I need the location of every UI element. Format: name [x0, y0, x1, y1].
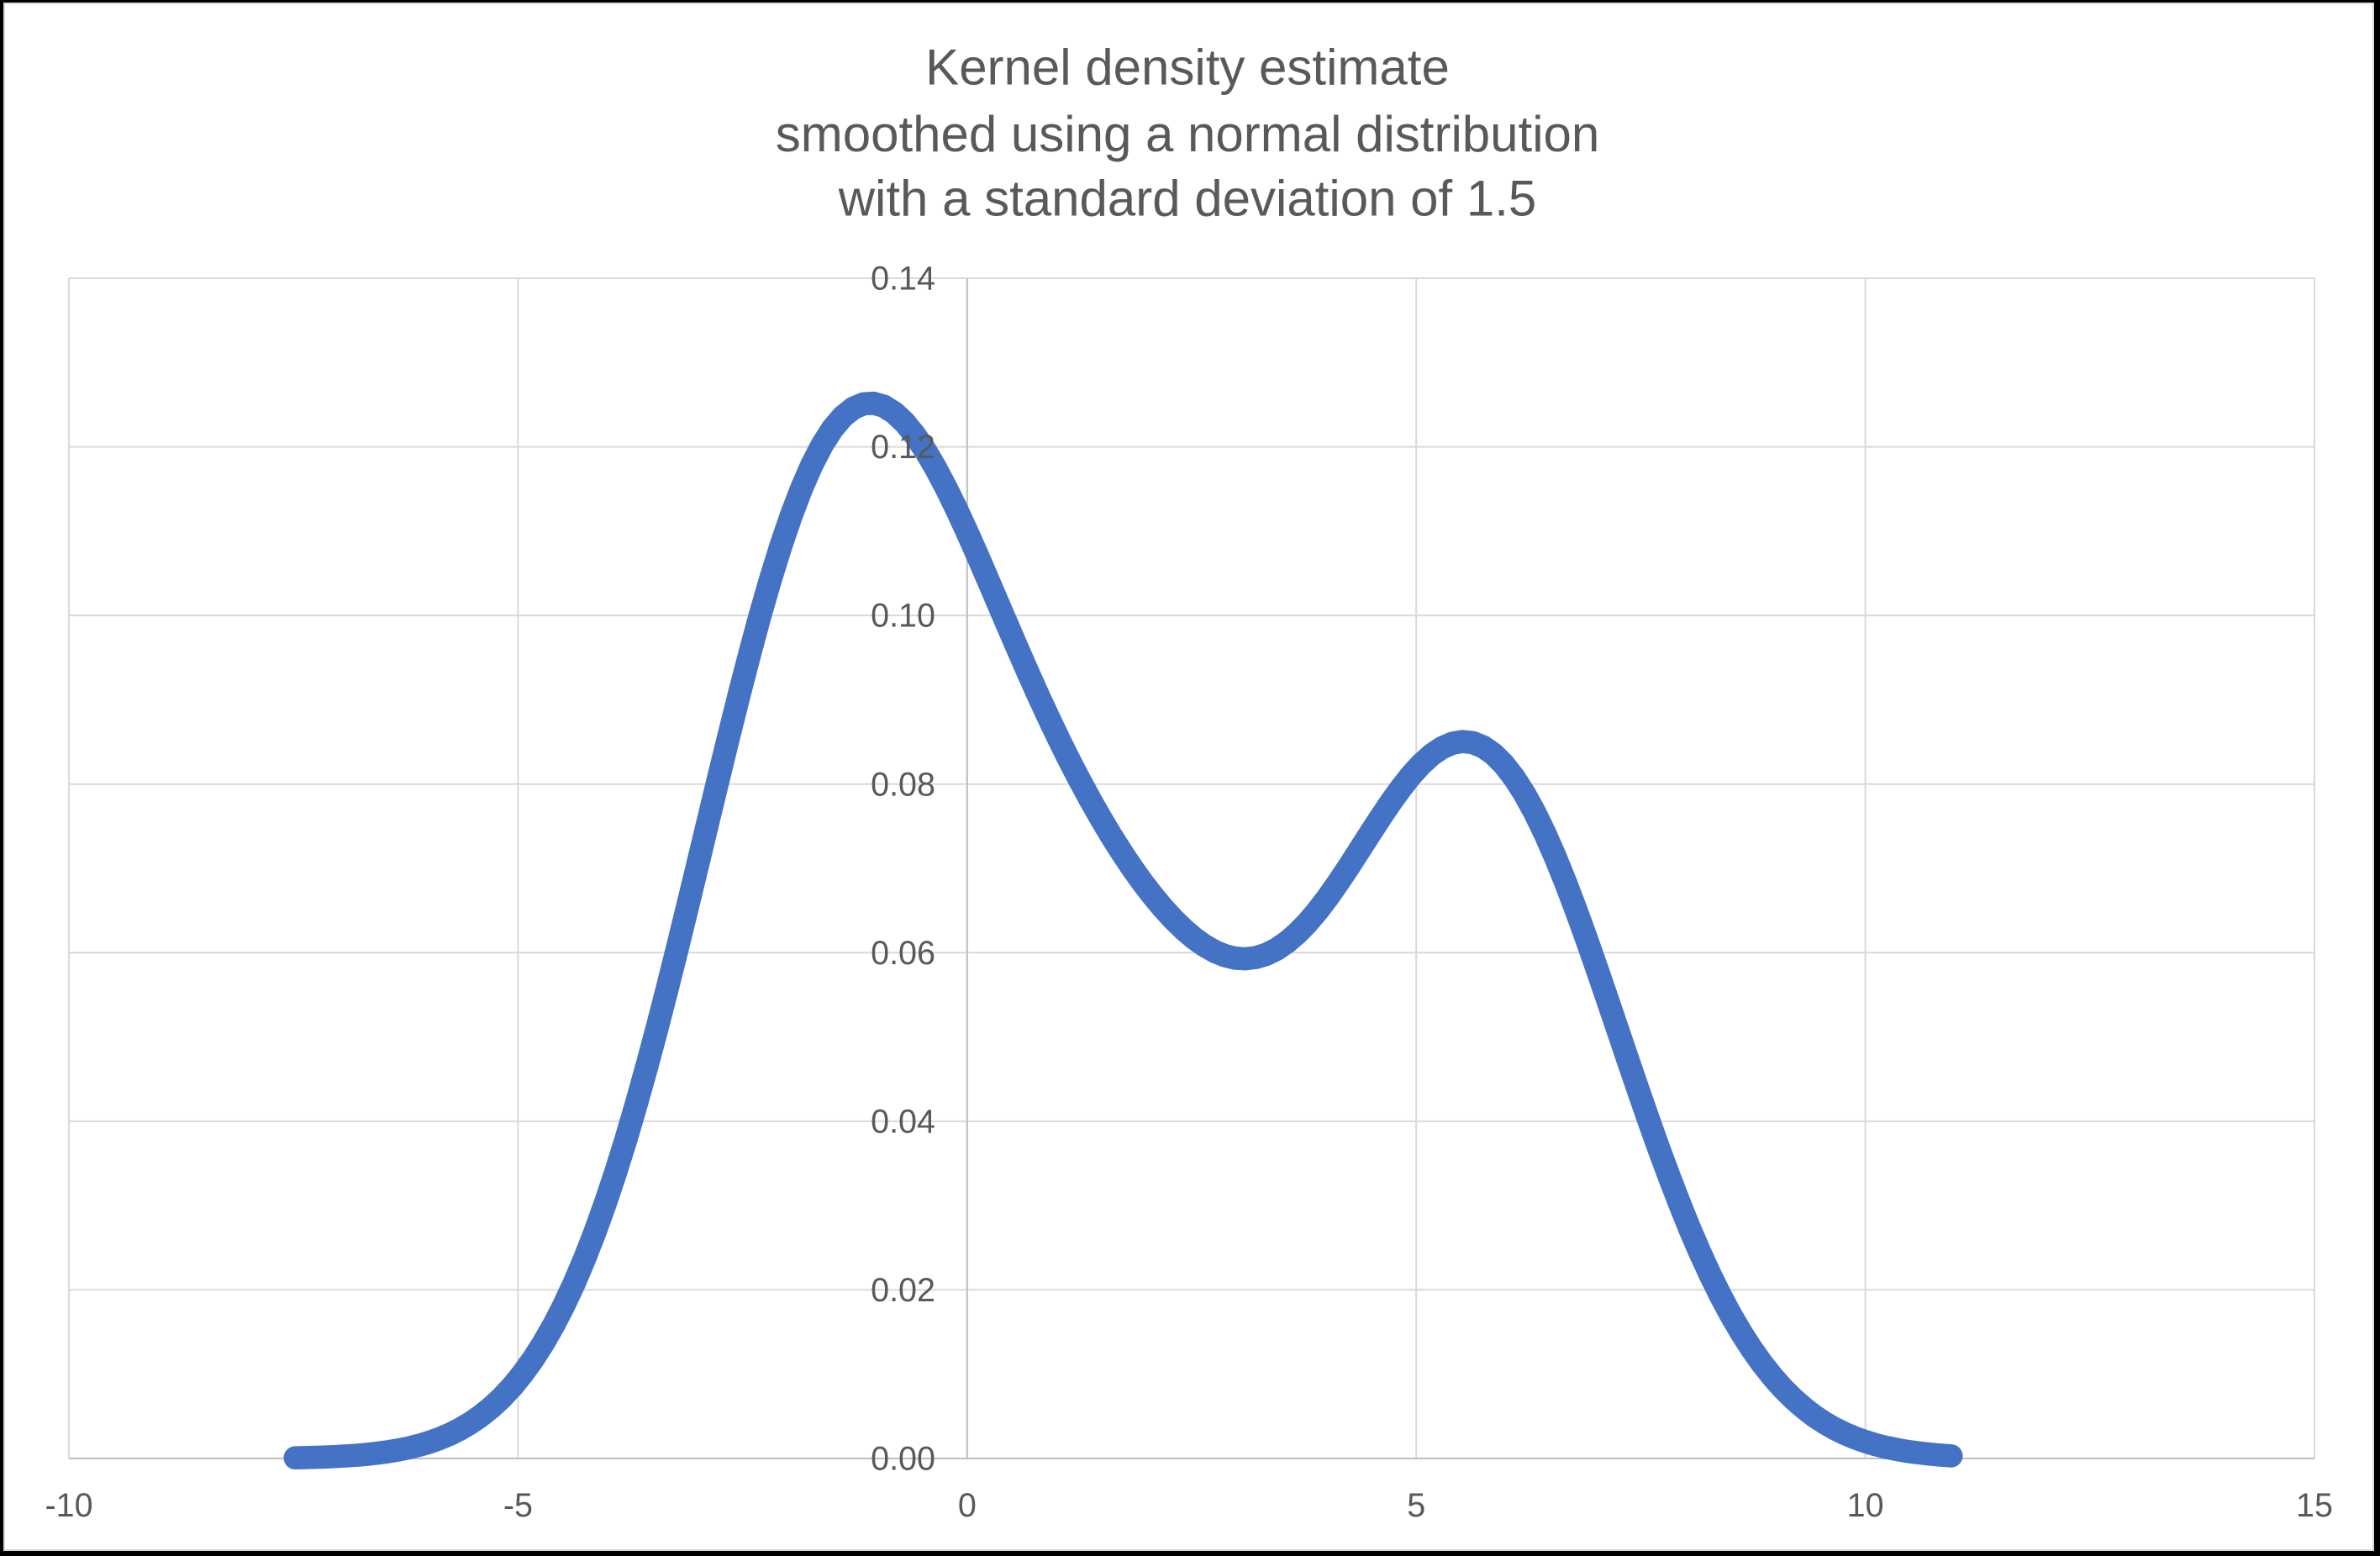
- svg-text:0.10: 0.10: [871, 598, 935, 635]
- svg-text:smoothed using a normal distri: smoothed using a normal distribution: [776, 106, 1600, 162]
- svg-text:-5: -5: [503, 1487, 533, 1524]
- svg-text:0.08: 0.08: [871, 766, 935, 803]
- svg-text:0.00: 0.00: [871, 1441, 935, 1478]
- svg-text:5: 5: [1407, 1487, 1425, 1524]
- svg-text:-10: -10: [45, 1487, 92, 1524]
- svg-text:0: 0: [958, 1487, 977, 1524]
- svg-text:0.02: 0.02: [871, 1272, 935, 1309]
- svg-text:0.04: 0.04: [871, 1104, 935, 1141]
- svg-text:with a standard deviation of 1: with a standard deviation of 1.5: [838, 170, 1537, 226]
- svg-text:0.14: 0.14: [871, 261, 935, 298]
- svg-text:15: 15: [2296, 1487, 2333, 1524]
- svg-text:Kernel density estimate: Kernel density estimate: [925, 39, 1450, 95]
- svg-text:0.06: 0.06: [871, 935, 935, 972]
- svg-text:10: 10: [1847, 1487, 1884, 1524]
- svg-text:0.12: 0.12: [871, 429, 935, 466]
